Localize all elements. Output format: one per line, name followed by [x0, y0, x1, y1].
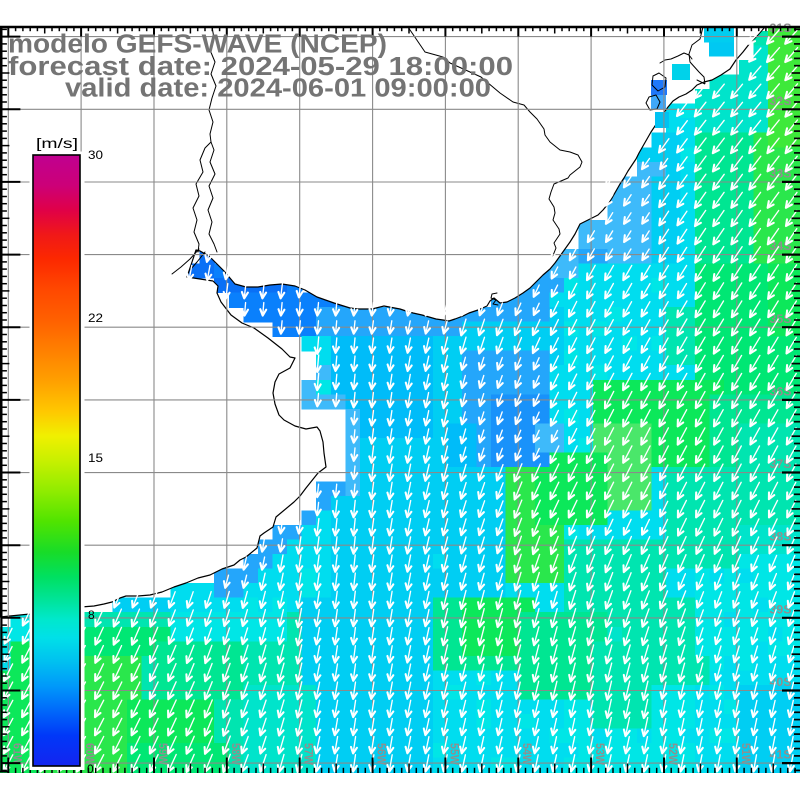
svg-text:52W: 52W: [666, 743, 678, 765]
svg-text:57W: 57W: [302, 743, 314, 765]
svg-text:0: 0: [87, 762, 94, 776]
svg-text:8: 8: [88, 608, 95, 622]
svg-text:valid date: 2024-06-01 09:00:0: valid date: 2024-06-01 09:00:00: [65, 75, 491, 103]
svg-text:51W: 51W: [739, 743, 751, 765]
svg-text:54W: 54W: [520, 743, 532, 765]
svg-text:[m/s]: [m/s]: [36, 136, 78, 151]
svg-text:22: 22: [88, 311, 103, 325]
svg-text:15: 15: [88, 451, 103, 465]
svg-text:61W: 61W: [10, 743, 22, 765]
svg-text:56W: 56W: [375, 743, 387, 765]
svg-text:55W: 55W: [447, 743, 459, 765]
svg-text:53W: 53W: [593, 743, 605, 765]
svg-text:30: 30: [88, 148, 103, 162]
